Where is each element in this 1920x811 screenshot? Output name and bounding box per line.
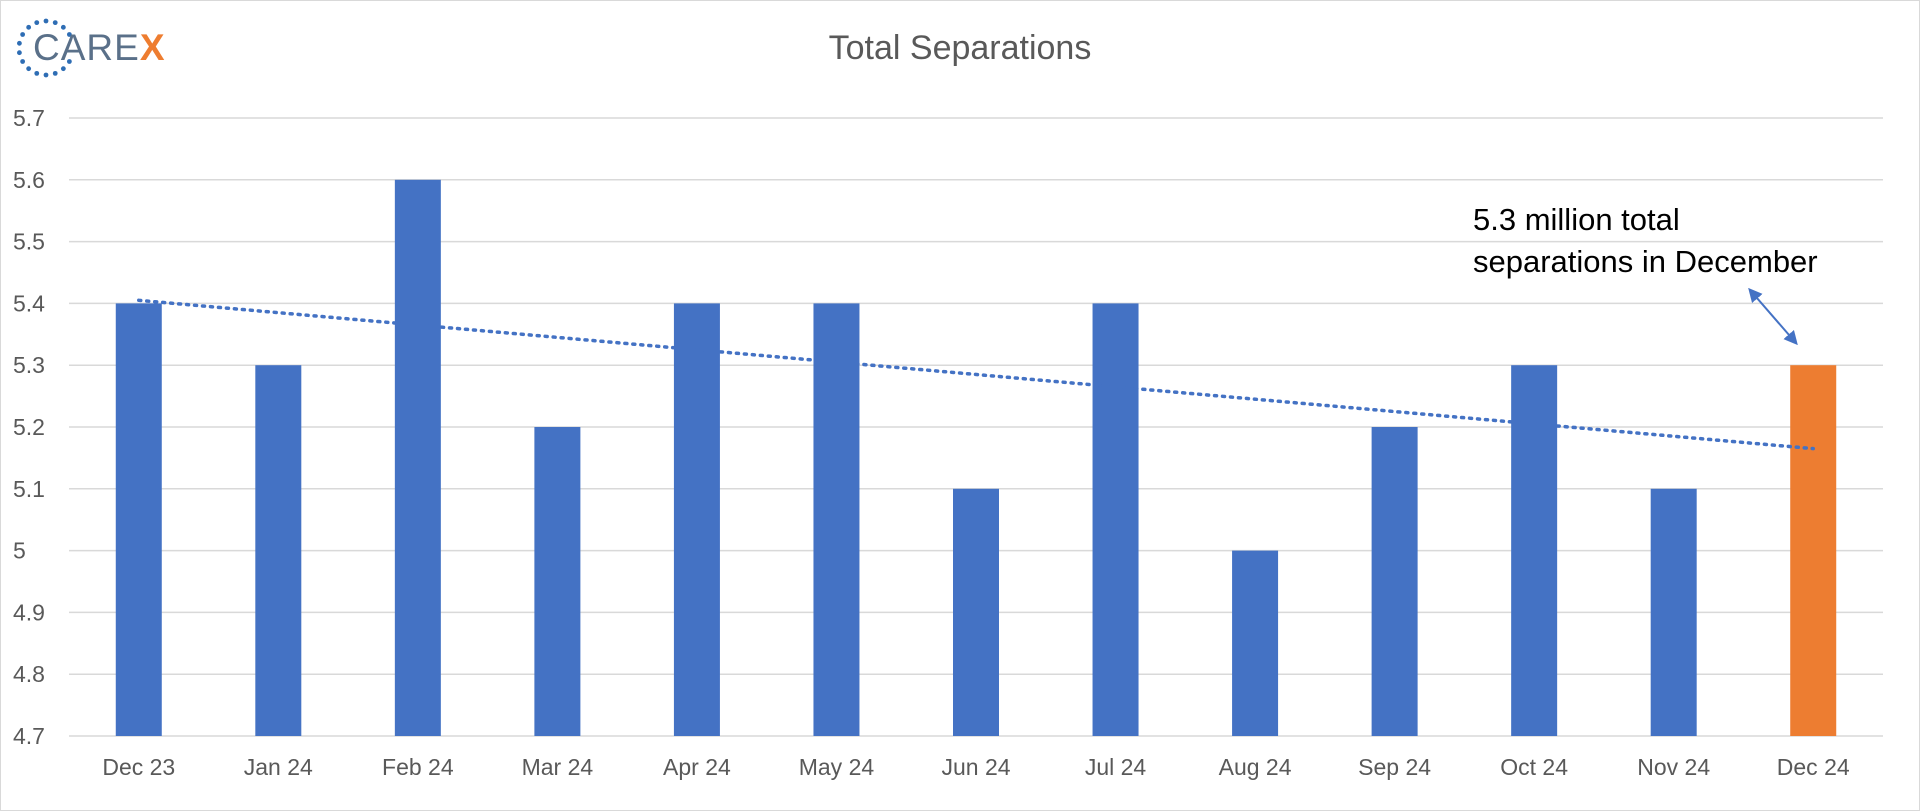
logo-dot <box>60 24 66 30</box>
bar <box>1092 303 1139 736</box>
y-tick-label: 5.2 <box>13 414 45 440</box>
logo-dot <box>43 18 49 24</box>
logo-dots-icon <box>17 18 72 78</box>
bar <box>673 303 720 736</box>
annotation-arrow <box>1748 287 1798 346</box>
y-tick-label: 5.3 <box>13 352 45 378</box>
x-tick-label: Jan 24 <box>244 754 313 780</box>
x-tick-label: Sep 24 <box>1358 754 1431 780</box>
logo-text-main: CARE <box>33 27 140 68</box>
logo-dot <box>20 32 26 37</box>
trendline <box>137 298 1815 451</box>
y-tick-label: 5.5 <box>13 229 45 255</box>
y-tick-label: 4.8 <box>13 661 45 687</box>
logo-dot <box>26 24 32 30</box>
logo-dot <box>60 66 66 72</box>
bar <box>534 427 581 736</box>
carex-logo: CAREX <box>13 15 183 81</box>
x-tick-label: Mar 24 <box>522 754 594 780</box>
y-tick-label: 4.9 <box>13 599 45 625</box>
bar <box>255 365 302 736</box>
chart-title: Total Separations <box>828 29 1092 67</box>
logo-dot <box>43 72 49 78</box>
chart-annotation: 5.3 million total separations in Decembe… <box>1473 202 1818 279</box>
x-tick-label: Aug 24 <box>1219 754 1292 780</box>
logo-dot <box>26 66 32 72</box>
y-tick-label: 4.7 <box>13 723 45 749</box>
logo-dot <box>66 32 72 37</box>
y-tick-label: 5.1 <box>13 476 45 502</box>
logo-text-accent: X <box>139 27 166 68</box>
bar <box>1650 488 1697 736</box>
logo-dot <box>17 50 22 56</box>
logo-dot <box>34 20 40 26</box>
bar <box>1371 427 1418 736</box>
logo-text: CAREX <box>33 27 166 69</box>
x-tick-label: Dec 23 <box>102 754 175 780</box>
bar <box>1790 365 1837 736</box>
logo-dot <box>52 20 58 26</box>
logo-dot <box>20 59 26 64</box>
y-tick-label: 5.7 <box>13 105 45 131</box>
logo-dot <box>34 70 40 76</box>
y-tick-label: 5.4 <box>13 290 45 316</box>
bar <box>953 488 999 736</box>
logo-dot <box>17 40 22 46</box>
y-tick-label: 5.6 <box>13 167 45 193</box>
x-tick-label: Dec 24 <box>1777 754 1850 780</box>
x-tick-label: Feb 24 <box>382 754 454 780</box>
bar <box>394 179 441 737</box>
x-tick-label: May 24 <box>799 754 875 780</box>
x-tick-label: Nov 24 <box>1637 754 1710 780</box>
x-tick-label: Jul 24 <box>1085 754 1147 780</box>
x-tick-label: Oct 24 <box>1500 754 1568 780</box>
bar <box>813 303 860 736</box>
bar <box>115 303 162 736</box>
x-tick-label: Apr 24 <box>663 754 731 780</box>
x-tick-label: Jun 24 <box>941 754 1010 780</box>
y-tick-label: 5 <box>13 538 26 564</box>
logo-dot <box>66 59 72 64</box>
logo-dot <box>52 70 58 76</box>
bar <box>1232 550 1279 736</box>
